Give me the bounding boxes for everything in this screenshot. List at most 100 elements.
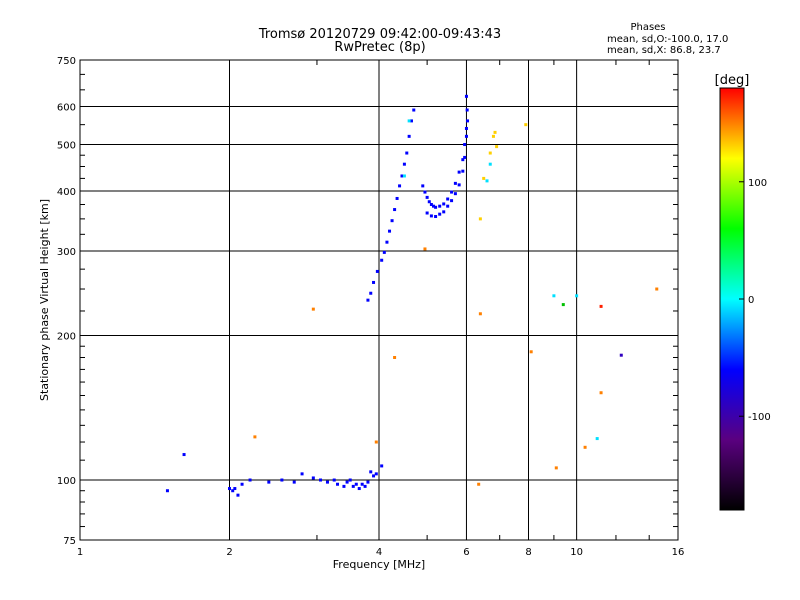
data-point	[402, 162, 406, 166]
data-point	[453, 192, 457, 196]
data-point	[393, 355, 397, 359]
data-point	[325, 480, 329, 484]
data-point	[491, 134, 495, 138]
data-point	[655, 287, 659, 291]
phases-o-stats: mean, sd,O:-100.0, 17.0	[607, 34, 729, 45]
y-tick-label: 750	[57, 56, 76, 67]
y-tick-label: 500	[57, 141, 76, 152]
data-point	[231, 489, 235, 493]
data-point	[412, 108, 416, 112]
phases-x-stats: mean, sd,X: 86.8, 23.7	[607, 45, 721, 56]
colorbar-tick-label: 0	[748, 295, 754, 306]
data-point	[351, 484, 355, 488]
data-point	[432, 204, 436, 208]
data-point	[357, 487, 361, 491]
data-point	[442, 210, 446, 214]
data-point	[442, 202, 446, 206]
data-point	[369, 470, 373, 474]
data-point	[300, 472, 304, 476]
data-point	[495, 145, 499, 149]
y-tick-label: 200	[57, 332, 76, 343]
x-tick-label: 16	[672, 547, 685, 558]
y-axis-label: Stationary phase Virtual Height [km]	[38, 199, 51, 401]
data-point	[233, 487, 237, 491]
data-point	[382, 250, 386, 254]
data-point	[388, 229, 392, 233]
data-point	[429, 202, 433, 206]
data-point	[583, 445, 587, 449]
data-point	[599, 391, 603, 395]
data-point	[421, 184, 425, 188]
x-tick-label: 10	[570, 547, 583, 558]
data-point	[360, 482, 364, 486]
data-points	[165, 94, 659, 497]
data-point	[236, 493, 240, 497]
data-point	[332, 478, 336, 482]
x-tick-label: 6	[463, 547, 469, 558]
x-tick-label: 1	[77, 547, 83, 558]
data-point	[529, 350, 533, 354]
y-tick-label: 600	[57, 103, 76, 114]
data-point	[363, 484, 367, 488]
data-point	[457, 183, 461, 187]
data-point	[461, 158, 465, 162]
data-point	[372, 474, 376, 478]
data-point	[375, 269, 379, 273]
data-point	[395, 196, 399, 200]
data-point	[561, 303, 565, 307]
data-point	[374, 440, 378, 444]
data-point	[405, 151, 409, 155]
data-point	[348, 478, 352, 482]
chart-title: Tromsø 20120729 09:42:00-09:43:43	[258, 27, 502, 42]
y-tick-label: 300	[57, 247, 76, 258]
colorbar: [deg] 100 0 -100	[715, 73, 771, 511]
colorbar-tick-label: -100	[748, 412, 771, 423]
data-point	[482, 176, 486, 180]
data-point	[369, 291, 373, 295]
data-point	[429, 214, 433, 218]
data-point	[434, 215, 438, 219]
chart-subtitle: RwPretec (8p)	[334, 40, 426, 55]
data-point	[240, 482, 244, 486]
data-point	[292, 480, 296, 484]
y-tick-label: 100	[57, 476, 76, 487]
data-point	[400, 174, 404, 178]
data-point	[478, 217, 482, 221]
x-axis-label: Frequency [MHz]	[333, 558, 425, 571]
data-point	[450, 190, 454, 194]
data-point	[466, 119, 470, 123]
data-point	[461, 169, 465, 173]
data-point	[425, 195, 429, 199]
data-point	[423, 190, 427, 194]
data-point	[552, 294, 556, 298]
y-tick-label: 75	[63, 536, 76, 547]
data-point	[423, 247, 427, 251]
data-point	[493, 130, 497, 134]
data-point	[372, 280, 376, 284]
data-point	[336, 482, 340, 486]
data-point	[595, 437, 599, 441]
data-point	[380, 464, 384, 468]
plot-frame	[79, 59, 679, 541]
data-point	[402, 174, 406, 178]
data-point	[485, 179, 489, 183]
data-point	[438, 212, 442, 216]
data-point	[407, 134, 411, 138]
data-point	[457, 170, 461, 174]
data-point	[319, 478, 323, 482]
data-point	[253, 435, 257, 439]
axis-ticks: 1 2 4 6 8 10 16 75 100 200 300 400 500 600 750	[57, 56, 684, 558]
data-point	[366, 298, 370, 302]
data-point	[311, 307, 315, 311]
data-point	[342, 484, 346, 488]
data-point	[345, 480, 349, 484]
data-point	[463, 155, 467, 159]
data-point	[354, 482, 358, 486]
data-point	[438, 204, 442, 208]
data-point	[488, 151, 492, 155]
data-point	[464, 126, 468, 130]
data-point	[380, 258, 384, 262]
data-point	[311, 476, 315, 480]
data-point	[446, 204, 450, 208]
